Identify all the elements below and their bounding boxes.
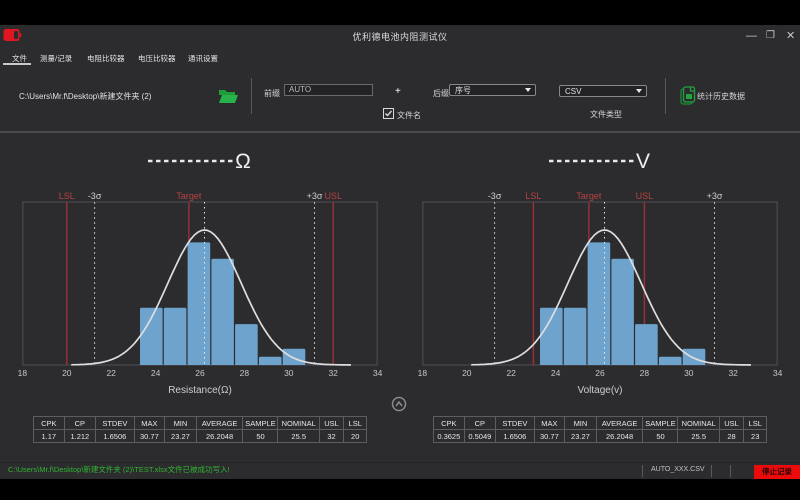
- svg-text:34: 34: [773, 368, 783, 378]
- svg-text:Voltage(v): Voltage(v): [577, 385, 622, 396]
- svg-text:32: 32: [328, 368, 338, 378]
- svg-text:22: 22: [506, 368, 516, 378]
- svg-text:26: 26: [195, 368, 205, 378]
- svg-text:+3σ: +3σ: [707, 191, 723, 201]
- svg-text:24: 24: [551, 368, 561, 378]
- svg-text:26: 26: [595, 368, 605, 378]
- svg-text:24: 24: [151, 368, 161, 378]
- svg-text:-3σ: -3σ: [488, 191, 502, 201]
- svg-text:30: 30: [684, 368, 694, 378]
- svg-text:22: 22: [106, 368, 116, 378]
- svg-text:-3σ: -3σ: [88, 191, 102, 201]
- svg-text:V: V: [636, 150, 650, 173]
- svg-text:28: 28: [640, 368, 650, 378]
- svg-text:34: 34: [373, 368, 383, 378]
- svg-text:LSL: LSL: [59, 191, 75, 201]
- svg-text:+3σ: +3σ: [307, 191, 323, 201]
- svg-text:Resistance(Ω): Resistance(Ω): [168, 385, 232, 396]
- svg-text:20: 20: [462, 368, 472, 378]
- svg-text:20: 20: [62, 368, 72, 378]
- svg-text:18: 18: [418, 368, 428, 378]
- svg-text:32: 32: [728, 368, 738, 378]
- svg-text:USL: USL: [324, 191, 342, 201]
- svg-text:28: 28: [240, 368, 250, 378]
- svg-text:18: 18: [18, 368, 28, 378]
- svg-text:30: 30: [284, 368, 294, 378]
- svg-text:Target: Target: [176, 191, 202, 201]
- svg-text:Ω: Ω: [235, 150, 251, 173]
- svg-text:LSL: LSL: [525, 191, 541, 201]
- svg-text:USL: USL: [636, 191, 654, 201]
- svg-text:Target: Target: [576, 191, 602, 201]
